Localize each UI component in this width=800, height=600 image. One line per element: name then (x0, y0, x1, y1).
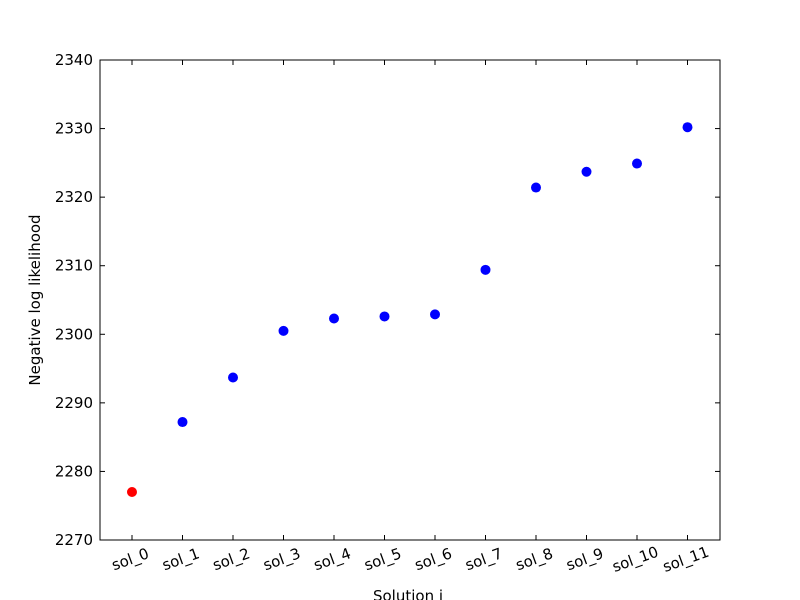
y-tick-label: 2290 (55, 394, 93, 412)
x-tick-label: sol_9 (564, 544, 606, 575)
x-tick-label: sol_7 (463, 544, 505, 575)
data-point (581, 166, 592, 177)
data-point (127, 487, 137, 497)
y-tick-label: 2300 (55, 325, 93, 343)
x-tick-label: sol_11 (660, 543, 711, 577)
y-tick-label: 2310 (55, 257, 93, 275)
x-tick-label: sol_0 (109, 544, 151, 575)
plot-background (100, 60, 720, 540)
data-point (329, 313, 339, 324)
x-tick-label: sol_6 (412, 544, 454, 575)
x-tick-label: sol_2 (210, 544, 252, 575)
data-point (379, 311, 390, 322)
data-point (228, 372, 238, 383)
y-axis-label: Negative log likelihood (26, 214, 44, 385)
data-point (430, 309, 440, 320)
data-point (278, 325, 289, 336)
plot-frame (99, 59, 721, 541)
x-tick-label: sol_3 (261, 544, 303, 575)
data-point (531, 182, 541, 193)
x-tick-label: sol_5 (362, 544, 404, 575)
x-tick-label: sol_4 (311, 544, 353, 575)
x-tick-label: sol_10 (610, 543, 661, 577)
data-point (177, 417, 188, 428)
x-tick-label: sol_1 (160, 544, 202, 575)
data-point (632, 158, 642, 169)
y-tick-label: 2330 (55, 120, 93, 138)
y-axis: 2270 2280 2290 2300 2310 2320 2330 2340 (55, 51, 720, 549)
y-tick-label: 2320 (55, 188, 93, 206)
y-tick-label: 2270 (55, 531, 93, 549)
x-tick-label: sol_8 (513, 544, 555, 575)
y-tick-label: 2340 (55, 51, 93, 69)
x-axis-label: Solution i (373, 587, 443, 600)
y-tick-label: 2280 (55, 462, 93, 480)
data-point (480, 264, 491, 275)
data-point (682, 122, 693, 133)
data-points (127, 122, 693, 497)
